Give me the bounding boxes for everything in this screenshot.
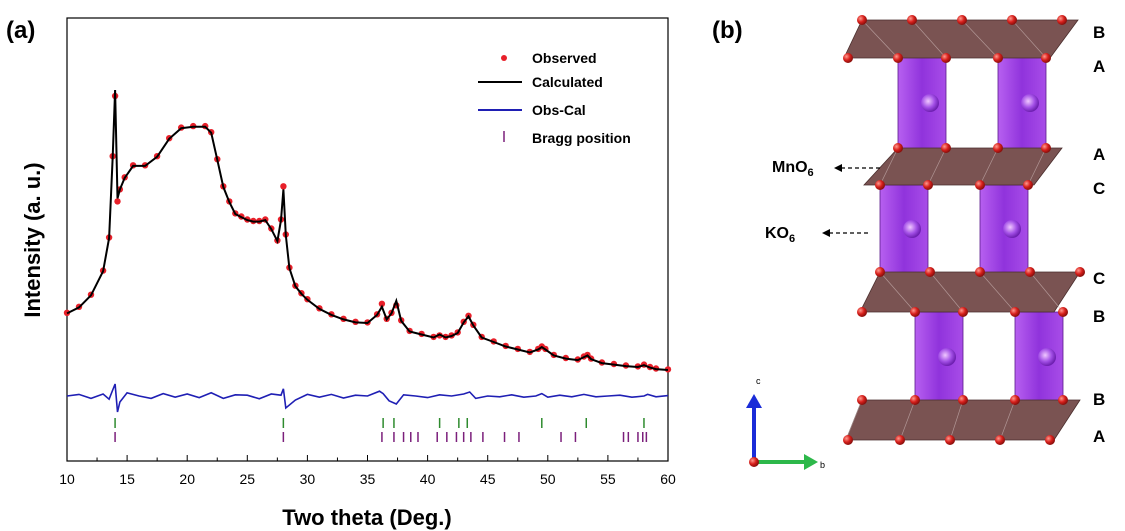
observed-point	[280, 183, 287, 190]
observed-point	[378, 300, 386, 307]
axes-origin	[749, 457, 759, 467]
stacking-letter: C	[1093, 269, 1105, 288]
x-axis-tick-labels: 10 15 20 25 30 35 40 45 50 55 60	[59, 471, 676, 487]
stacking-letter: A	[1093, 145, 1105, 164]
difference-layer	[66, 383, 669, 413]
observed-point	[114, 198, 121, 205]
x-tick-label: 60	[660, 471, 676, 487]
x-tick-label: 55	[600, 471, 616, 487]
b-axis-label: b	[820, 460, 825, 470]
xrd-chart: 10 15 20 25 30 35 40 45 50 55 60 Two theta (Deg.) …	[20, 17, 676, 530]
octahedra-edges	[845, 19, 1064, 441]
calculated-layer	[66, 89, 669, 371]
k-atom	[1021, 94, 1039, 112]
b-axis-arrowhead	[804, 454, 818, 470]
x-tick-label: 25	[240, 471, 256, 487]
axes-glyph: c b	[746, 376, 825, 470]
mno6-label: MnO6	[772, 159, 814, 179]
ko6-label: KO6	[765, 225, 795, 245]
calculated-line	[66, 89, 669, 371]
stacking-letter: B	[1093, 390, 1105, 409]
x-tick-label: 30	[300, 471, 316, 487]
legend: Observed Calculated Obs-Cal Bragg positi…	[478, 50, 631, 146]
y-axis-label: Intensity (a. u.)	[20, 162, 45, 317]
k-atom	[903, 220, 921, 238]
c-axis-label: c	[756, 376, 761, 386]
x-tick-label: 10	[59, 471, 75, 487]
x-tick-label: 40	[420, 471, 436, 487]
mno6-layer	[863, 147, 1063, 186]
x-tick-label: 50	[540, 471, 556, 487]
x-axis-ticks	[66, 455, 669, 461]
k-atom	[1038, 348, 1056, 366]
stacking-letter: A	[1093, 427, 1105, 446]
x-tick-label: 45	[480, 471, 496, 487]
x-tick-label: 20	[179, 471, 195, 487]
crystal-structure: MnO6 KO6 B A A C C B B A c b	[746, 15, 1105, 470]
panel-a-label: (a)	[6, 17, 35, 44]
mno6-arrow-head	[834, 164, 842, 172]
legend-obscal-label: Obs-Cal	[532, 102, 586, 118]
legend-observed-label: Observed	[532, 50, 597, 66]
k-atom	[1003, 220, 1021, 238]
stacking-letter: B	[1093, 23, 1105, 42]
stacking-letter: A	[1093, 57, 1105, 76]
ko6-arrow-head	[822, 229, 830, 237]
x-tick-label: 15	[119, 471, 135, 487]
legend-bragg-label: Bragg position	[532, 130, 631, 146]
difference-line	[66, 383, 669, 413]
x-tick-label: 35	[360, 471, 376, 487]
panel-b-label: (b)	[712, 17, 743, 44]
stacking-letter: B	[1093, 307, 1105, 326]
legend-calculated-label: Calculated	[532, 74, 603, 90]
k-atom	[921, 94, 939, 112]
k-atom	[938, 348, 956, 366]
x-axis-label: Two theta (Deg.)	[282, 505, 451, 530]
legend-observed-marker	[501, 55, 507, 61]
c-axis-arrowhead	[746, 394, 762, 408]
mno6-layer	[845, 399, 1081, 441]
stacking-letter: C	[1093, 179, 1105, 198]
mno6-layer	[843, 19, 1079, 59]
bragg-markers	[114, 418, 648, 442]
mno6-layer	[859, 271, 1081, 313]
oxygen-atoms	[843, 15, 1085, 445]
